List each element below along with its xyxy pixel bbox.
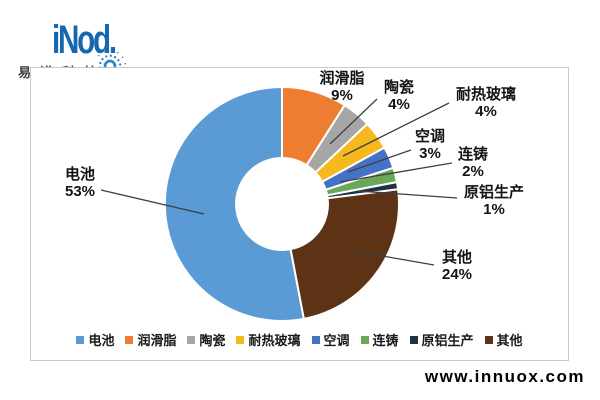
leader-line-7 [357,190,458,199]
legend-label: 原铝生产 [421,333,474,348]
pie-slice-8 [289,188,400,320]
website-url: www.innuox.com [424,367,585,386]
legend-swatch [484,335,493,344]
slice-label-name: 原铝生产 [463,184,525,201]
slice-label-name: 其他 [441,249,472,266]
legend-swatch [409,335,418,344]
leader-line-6 [339,162,453,183]
sparkle-dot [121,56,124,59]
leader-line-1 [100,189,205,215]
legend-label: 耐热玻璃 [248,333,301,348]
brand-logo-text: iNod. [52,18,117,62]
slice-label-value: 4% [388,96,410,113]
sparkle-dot [113,56,117,59]
sparkle-dot [124,62,126,65]
slice-label-1: 电池 53% [65,166,95,200]
legend-item-6: 连铸 [360,330,399,349]
slice-label-2: 润滑脂 9% [319,70,364,104]
slice-label-7: 原铝生产 1% [464,184,524,218]
legend-swatch [125,335,134,344]
slice-label-3: 陶瓷 4% [384,79,414,113]
leader-line-3 [329,98,378,145]
sparkle-dot [108,59,112,63]
legend-swatch [187,335,196,344]
slice-label-name: 润滑脂 [319,70,365,87]
sparkle-dot [99,61,102,65]
legend-item-5: 空调 [311,330,350,349]
slice-label-5: 空调 3% [415,128,445,162]
slice-label-6: 连铸 2% [458,146,488,180]
slice-label-value: 9% [331,87,353,104]
legend-item-1: 电池 [76,330,114,349]
slice-label-name: 耐热玻璃 [455,86,517,103]
chart-legend: 电池 润滑脂 陶瓷 耐热玻璃 空调 连铸 原铝生产 其他 [30,330,569,349]
sparkle-dot [109,54,112,57]
sparkle-dot [101,57,104,61]
slice-label-value: 1% [483,201,505,218]
legend-swatch [236,335,245,344]
legend-item-7: 原铝生产 [409,330,474,349]
legend-item-2: 润滑脂 [125,330,176,349]
legend-swatch [311,335,320,344]
legend-swatch [76,335,85,344]
sparkle-dot [117,59,120,62]
sparkle-dot [103,50,106,53]
sparkle-dot [97,54,100,57]
legend-label: 其他 [496,333,523,348]
legend-label: 连铸 [372,333,399,348]
slice-label-value: 53% [64,183,96,200]
sparkle-dot [105,55,108,58]
sparkle-dot [106,59,110,63]
sparkle-dot [110,49,112,52]
slice-label-8: 其他 24% [442,249,472,283]
slice-label-4: 耐热玻璃 4% [456,86,516,120]
legend-item-8: 其他 [484,330,523,349]
sparkle-dot [118,63,122,66]
slice-label-name: 电池 [64,166,95,183]
leader-line-4 [342,102,450,157]
slice-label-value: 24% [441,266,473,283]
pie-slice-1 [163,86,305,322]
slice-label-value: 3% [419,145,441,162]
leader-line-5 [347,149,412,173]
leader-line-8 [347,249,435,266]
slice-label-name: 连铸 [457,146,489,163]
legend-item-4: 耐热玻璃 [236,330,301,349]
slice-label-value: 2% [462,163,484,180]
sparkle-dot [116,51,119,54]
legend-label: 润滑脂 [137,333,177,348]
sparkle-dot [113,63,117,67]
slice-label-name: 陶瓷 [383,79,415,96]
legend-label: 电池 [88,333,115,348]
slice-label-value: 4% [475,103,497,120]
slice-label-name: 空调 [414,128,446,145]
legend-swatch [360,335,369,344]
legend-label: 空调 [323,333,350,348]
legend-item-3: 陶瓷 [187,330,225,349]
legend-label: 陶瓷 [199,333,226,348]
